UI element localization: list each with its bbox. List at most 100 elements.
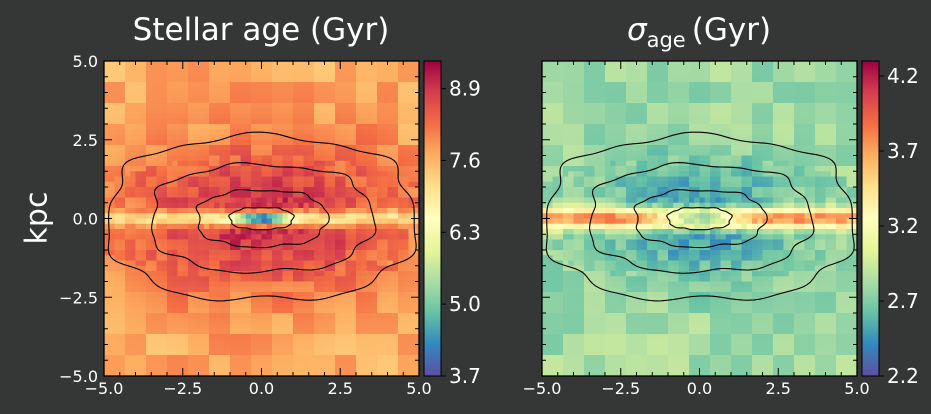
heatmap-cell: [225, 72, 231, 78]
heatmap-cell: [356, 271, 362, 277]
heatmap-cell: [146, 98, 152, 104]
heatmap-cell: [183, 266, 189, 272]
heatmap-cell: [600, 339, 606, 345]
heatmap-cell: [568, 355, 574, 361]
heatmap-cell: [104, 329, 110, 335]
heatmap-cell: [314, 350, 320, 356]
heatmap-cell: [600, 87, 606, 93]
heatmap-cell: [346, 150, 352, 156]
heatmap-cell: [230, 150, 236, 156]
heatmap-cell: [568, 282, 574, 288]
heatmap-cell: [330, 82, 336, 88]
heatmap-cell: [209, 103, 215, 109]
heatmap-cell: [293, 303, 299, 309]
heatmap-cell: [595, 208, 601, 214]
heatmap-cell: [335, 203, 341, 209]
heatmap-cell: [547, 114, 553, 120]
heatmap-cell: [563, 93, 569, 99]
heatmap-cell: [377, 287, 383, 293]
heatmap-cell: [157, 318, 163, 324]
heatmap-cell: [230, 93, 236, 99]
heatmap-cell: [388, 245, 394, 251]
heatmap-cell: [553, 282, 559, 288]
heatmap-cell: [589, 297, 595, 303]
heatmap-cell: [319, 156, 325, 162]
heatmap-cell: [589, 124, 595, 130]
heatmap-cell: [193, 135, 199, 141]
heatmap-cell: [616, 360, 622, 366]
heatmap-cell: [293, 271, 299, 277]
heatmap-cell: [288, 234, 294, 240]
heatmap-cell: [403, 360, 409, 366]
heatmap-cell: [178, 198, 184, 204]
heatmap-cell: [372, 161, 378, 167]
heatmap-cell: [340, 93, 346, 99]
heatmap-cell: [605, 129, 611, 135]
heatmap-cell: [235, 156, 241, 162]
heatmap-cell: [621, 245, 627, 251]
heatmap-cell: [214, 182, 220, 188]
heatmap-cell: [214, 255, 220, 261]
heatmap-cell: [130, 229, 136, 235]
heatmap-cell: [595, 318, 601, 324]
heatmap-cell: [225, 250, 231, 256]
heatmap-cell: [193, 213, 199, 219]
heatmap-cell: [346, 313, 352, 319]
heatmap-cell: [172, 98, 178, 104]
heatmap-cell: [393, 224, 399, 230]
heatmap-cell: [241, 166, 247, 172]
heatmap-cell: [309, 276, 315, 282]
heatmap-cell: [167, 219, 173, 225]
heatmap-cell: [377, 192, 383, 198]
heatmap-cell: [605, 192, 611, 198]
heatmap-cell: [584, 350, 590, 356]
heatmap-cell: [151, 339, 157, 345]
heatmap-cell: [172, 234, 178, 240]
heatmap-cell: [125, 208, 131, 214]
heatmap-cell: [162, 276, 168, 282]
heatmap-cell: [220, 324, 226, 330]
heatmap-cell: [241, 308, 247, 314]
heatmap-cell: [330, 182, 336, 188]
heatmap-cell: [409, 334, 415, 340]
heatmap-cell: [172, 334, 178, 340]
heatmap-cell: [372, 114, 378, 120]
heatmap-cell: [356, 203, 362, 209]
heatmap-cell: [340, 318, 346, 324]
heatmap-cell: [346, 66, 352, 72]
heatmap-cell: [330, 266, 336, 272]
heatmap-cell: [104, 187, 110, 193]
heatmap-cell: [251, 119, 257, 125]
heatmap-cell: [241, 334, 247, 340]
heatmap-cell: [579, 240, 585, 246]
heatmap-cell: [230, 103, 236, 109]
heatmap-cell: [167, 339, 173, 345]
heatmap-cell: [626, 360, 632, 366]
heatmap-cell: [235, 313, 241, 319]
heatmap-cell: [553, 292, 559, 298]
heatmap-cell: [377, 124, 383, 130]
heatmap-cell: [409, 114, 415, 120]
heatmap-cell: [199, 129, 205, 135]
heatmap-cell: [621, 261, 627, 267]
heatmap-cell: [610, 140, 616, 146]
heatmap-cell: [579, 182, 585, 188]
heatmap-cell: [115, 203, 121, 209]
heatmap-cell: [214, 87, 220, 93]
heatmap-cell: [141, 208, 147, 214]
heatmap-cell: [393, 324, 399, 330]
heatmap-cell: [272, 119, 278, 125]
heatmap-cell: [283, 66, 289, 72]
heatmap-cell: [115, 98, 121, 104]
heatmap-cell: [558, 108, 564, 114]
heatmap-cell: [141, 229, 147, 235]
heatmap-cell: [388, 366, 394, 372]
heatmap-cell: [335, 313, 341, 319]
heatmap-cell: [616, 140, 622, 146]
heatmap-cell: [626, 276, 632, 282]
heatmap-cell: [631, 219, 637, 225]
heatmap-cell: [246, 156, 252, 162]
heatmap-cell: [204, 135, 210, 141]
heatmap-cell: [388, 108, 394, 114]
heatmap-cell: [272, 271, 278, 277]
